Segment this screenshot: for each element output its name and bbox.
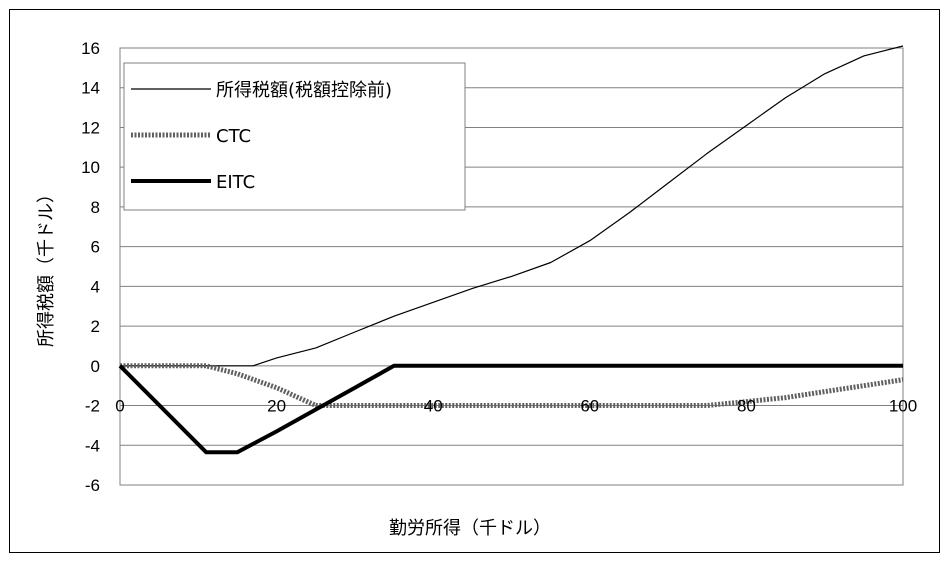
- y-tick-label: 10: [81, 158, 100, 177]
- y-tick-label: 6: [91, 238, 100, 257]
- x-tick-label: 40: [424, 397, 443, 416]
- y-axis-title: 所得税額（千ドル）: [36, 185, 57, 347]
- y-tick-label: 2: [91, 317, 100, 336]
- x-tick-labels: 0 20 40 60 80 100: [115, 397, 917, 416]
- y-tick-label: 14: [81, 79, 100, 98]
- chart-frame: [9, 9, 940, 553]
- y-tick-label: -4: [85, 436, 100, 455]
- y-tick-label: 4: [91, 277, 100, 296]
- legend-label-3: EITC: [216, 172, 255, 193]
- x-tick-label: 80: [737, 397, 756, 416]
- series-line-1: [120, 45, 904, 367]
- y-tick-label: 8: [91, 198, 100, 217]
- y-tick-label: -2: [85, 397, 100, 416]
- y-tick-label: 16: [81, 39, 100, 58]
- x-tick-label: 100: [889, 397, 917, 416]
- x-tick-label: 20: [267, 397, 286, 416]
- legend-label-2: CTC: [216, 126, 251, 147]
- y-tick-label: -6: [85, 476, 100, 495]
- series-line-3: [118, 363, 903, 455]
- y-tick-labels: 16 14 12 10 8 6 4 2 0 -2 -4 -6: [81, 39, 100, 495]
- y-tick-label: 0: [91, 357, 100, 376]
- legend-label-1: 所得税額(税額控除前): [216, 80, 392, 101]
- y-tick-label: 12: [81, 118, 100, 137]
- legend: 所得税額(税額控除前) CTC EITC: [123, 62, 466, 211]
- x-tick-label: 0: [115, 397, 124, 416]
- x-tick-label: 60: [580, 397, 599, 416]
- series-lines: [118, 45, 904, 455]
- x-axis-title: 勤労所得（千ドル）: [389, 518, 551, 539]
- series-line-2: [120, 363, 904, 408]
- plot-area-border: [119, 47, 904, 486]
